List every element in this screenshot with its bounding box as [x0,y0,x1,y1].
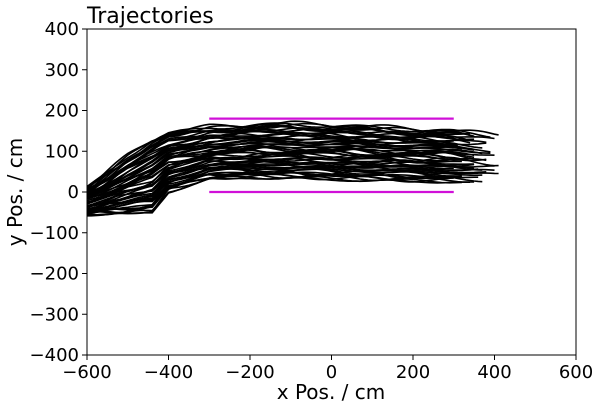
x-tick-label: −400 [144,362,193,383]
chart-title: Trajectories [86,4,214,29]
trajectory-line [87,123,475,188]
y-tick-label: −200 [30,264,79,285]
trajectory-line [87,146,475,200]
y-tick-label: 300 [45,60,79,81]
trajectory-group [87,120,499,217]
trajectory-line [87,138,475,196]
x-tick-label: −200 [225,362,274,383]
y-tick-label: 0 [68,182,79,203]
y-tick-label: −100 [30,223,79,244]
y-tick-label: 100 [45,141,79,162]
x-tick-label: 400 [477,362,511,383]
x-tick-label: 0 [326,362,337,383]
trajectory-line [87,120,499,190]
y-tick-label: 400 [45,19,79,40]
trajectory-line [87,143,483,199]
x-axis-title: x Pos. / cm [277,380,386,404]
plot-area: −600 −400 −200 0 200 400 600−400−300−200−10001… [30,19,594,383]
y-axis-title: y Pos. / cm [3,138,27,247]
trajectory-line [87,163,454,208]
x-tick-label: 600 [559,362,593,383]
y-tick-label: 200 [45,101,79,122]
x-tick-label: 200 [396,362,430,383]
x-tick-label: −600 [62,362,111,383]
y-tick-label: −400 [30,345,79,366]
y-tick-label: −300 [30,304,79,325]
